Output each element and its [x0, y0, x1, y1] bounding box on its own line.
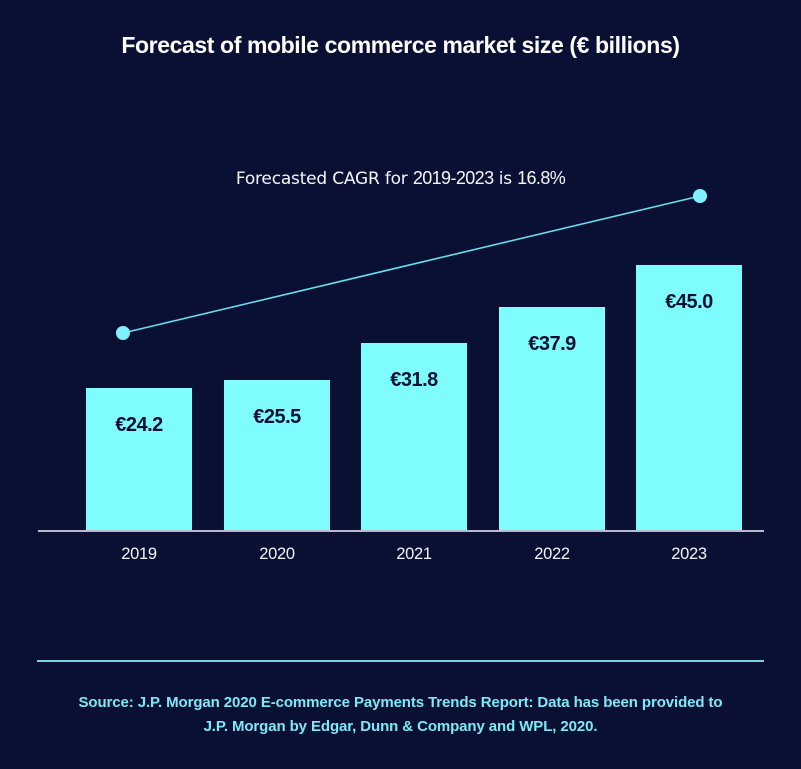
bar-2021: €31.8: [361, 343, 467, 531]
cagr-annotation-value: 16.8%: [517, 168, 566, 188]
cagr-annotation-prefix: Forecasted CAGR for: [235, 169, 413, 189]
bar-2023: €45.0: [636, 265, 742, 531]
bar-value-label: €45.0: [665, 291, 713, 313]
source-note: Source: J.P. Morgan 2020 E-commerce Paym…: [0, 691, 801, 739]
bar-2020: €25.5: [224, 380, 330, 531]
bar-value-label: €24.2: [115, 414, 163, 436]
source-note-line2: J.P. Morgan by Edgar, Dunn & Company and…: [203, 718, 598, 735]
bar-value-label: €25.5: [253, 406, 301, 428]
trend-line: [122, 195, 701, 334]
trend-dot-start: [116, 326, 130, 340]
x-tick-label-2022: 2022: [534, 545, 570, 563]
cagr-annotation-middle: is: [493, 169, 518, 189]
bar-2022: €37.9: [499, 307, 605, 531]
footer-divider: [37, 660, 764, 662]
bar-2019: €24.2: [86, 388, 192, 531]
cagr-annotation: Forecasted CAGR for 2019-2023 is 16.8%: [0, 168, 801, 189]
trend-dot-end: [693, 189, 707, 203]
source-note-line1: Source: J.P. Morgan 2020 E-commerce Paym…: [78, 694, 723, 711]
x-axis-line: [38, 530, 764, 532]
bar-value-label: €37.9: [528, 333, 576, 355]
x-tick-label-2019: 2019: [121, 545, 157, 563]
x-tick-label-2023: 2023: [671, 545, 707, 563]
x-tick-label-2020: 2020: [259, 545, 295, 563]
bar-value-label: €31.8: [390, 369, 438, 391]
cagr-annotation-range: 2019-2023: [412, 168, 494, 188]
chart-title: Forecast of mobile commerce market size …: [121, 32, 680, 58]
x-tick-label-2021: 2021: [396, 545, 432, 563]
